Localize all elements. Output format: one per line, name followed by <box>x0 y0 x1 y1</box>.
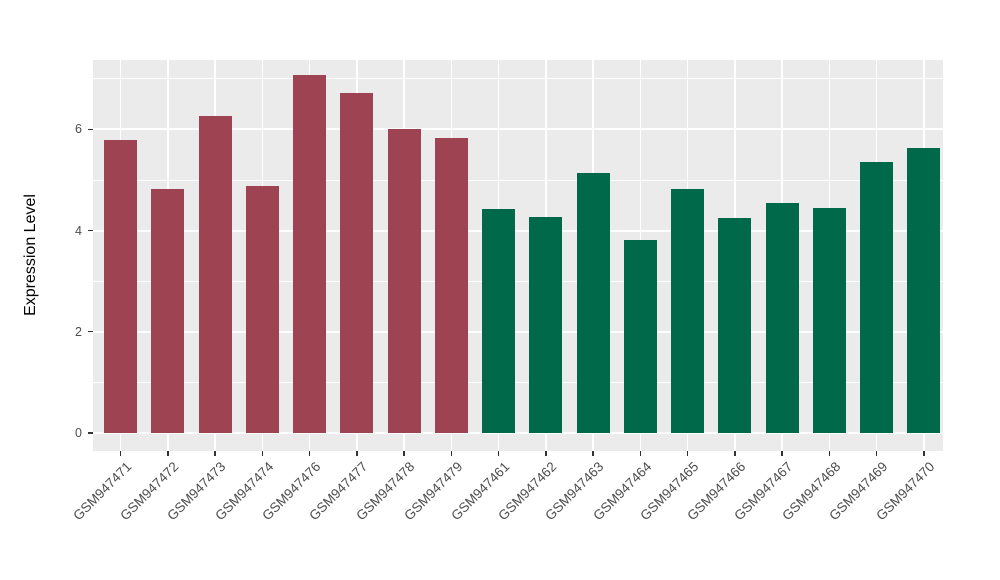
bar-GSM947474 <box>245 185 279 433</box>
y-tick-mark <box>88 230 93 232</box>
bar-GSM947477 <box>340 93 374 433</box>
bar-GSM947467 <box>765 202 799 433</box>
gridline-major <box>93 128 943 131</box>
y-tick-mark <box>88 128 93 130</box>
y-tick-label: 0 <box>75 426 82 440</box>
bar-GSM947461 <box>482 209 516 433</box>
x-tick-mark <box>497 451 500 456</box>
bar-GSM947479 <box>434 138 468 433</box>
y-tick-label: 2 <box>75 324 82 339</box>
gridline-minor <box>93 381 943 383</box>
gridline-major <box>93 432 943 434</box>
x-tick-mark <box>167 451 169 456</box>
bar-GSM947478 <box>387 128 421 433</box>
y-tick-label: 4 <box>75 223 82 238</box>
y-axis-title: Expression Level <box>22 194 39 316</box>
x-tick-mark <box>734 451 736 456</box>
x-tick-mark <box>686 451 689 456</box>
gridline-minor <box>93 78 943 80</box>
x-tick-mark <box>639 451 642 456</box>
x-tick-mark <box>828 451 831 456</box>
bar-GSM947472 <box>151 189 185 433</box>
x-tick-mark <box>781 451 783 456</box>
y-tick-mark <box>88 331 93 333</box>
gridline-major <box>93 229 943 232</box>
bar-GSM947476 <box>293 74 327 433</box>
bar-GSM947466 <box>718 218 752 433</box>
x-tick-mark <box>356 451 358 456</box>
x-tick-mark <box>261 451 264 456</box>
bar-GSM947462 <box>529 217 563 433</box>
gridline-minor <box>93 280 943 282</box>
x-tick-mark <box>119 451 122 456</box>
gridline-minor <box>93 179 943 181</box>
gridline-major <box>93 330 943 333</box>
bar-GSM947473 <box>198 115 232 433</box>
x-tick-mark <box>545 451 547 456</box>
x-tick-mark <box>450 451 453 456</box>
x-tick-mark <box>923 451 925 456</box>
x-tick-mark <box>592 451 594 456</box>
bar-GSM947465 <box>671 189 705 433</box>
bar-GSM947468 <box>812 207 846 433</box>
x-tick-mark <box>875 451 878 456</box>
x-tick-mark <box>403 451 405 456</box>
y-tick-label: 6 <box>75 122 82 137</box>
bar-GSM947471 <box>104 140 138 433</box>
x-tick-mark <box>308 451 311 456</box>
bar-GSM947469 <box>860 162 894 433</box>
bar-GSM947470 <box>907 148 941 433</box>
x-tick-mark <box>214 451 216 456</box>
bar-GSM947463 <box>576 172 610 433</box>
bar-GSM947464 <box>623 240 657 433</box>
y-tick-mark <box>88 432 93 434</box>
plot-panel <box>93 60 943 451</box>
